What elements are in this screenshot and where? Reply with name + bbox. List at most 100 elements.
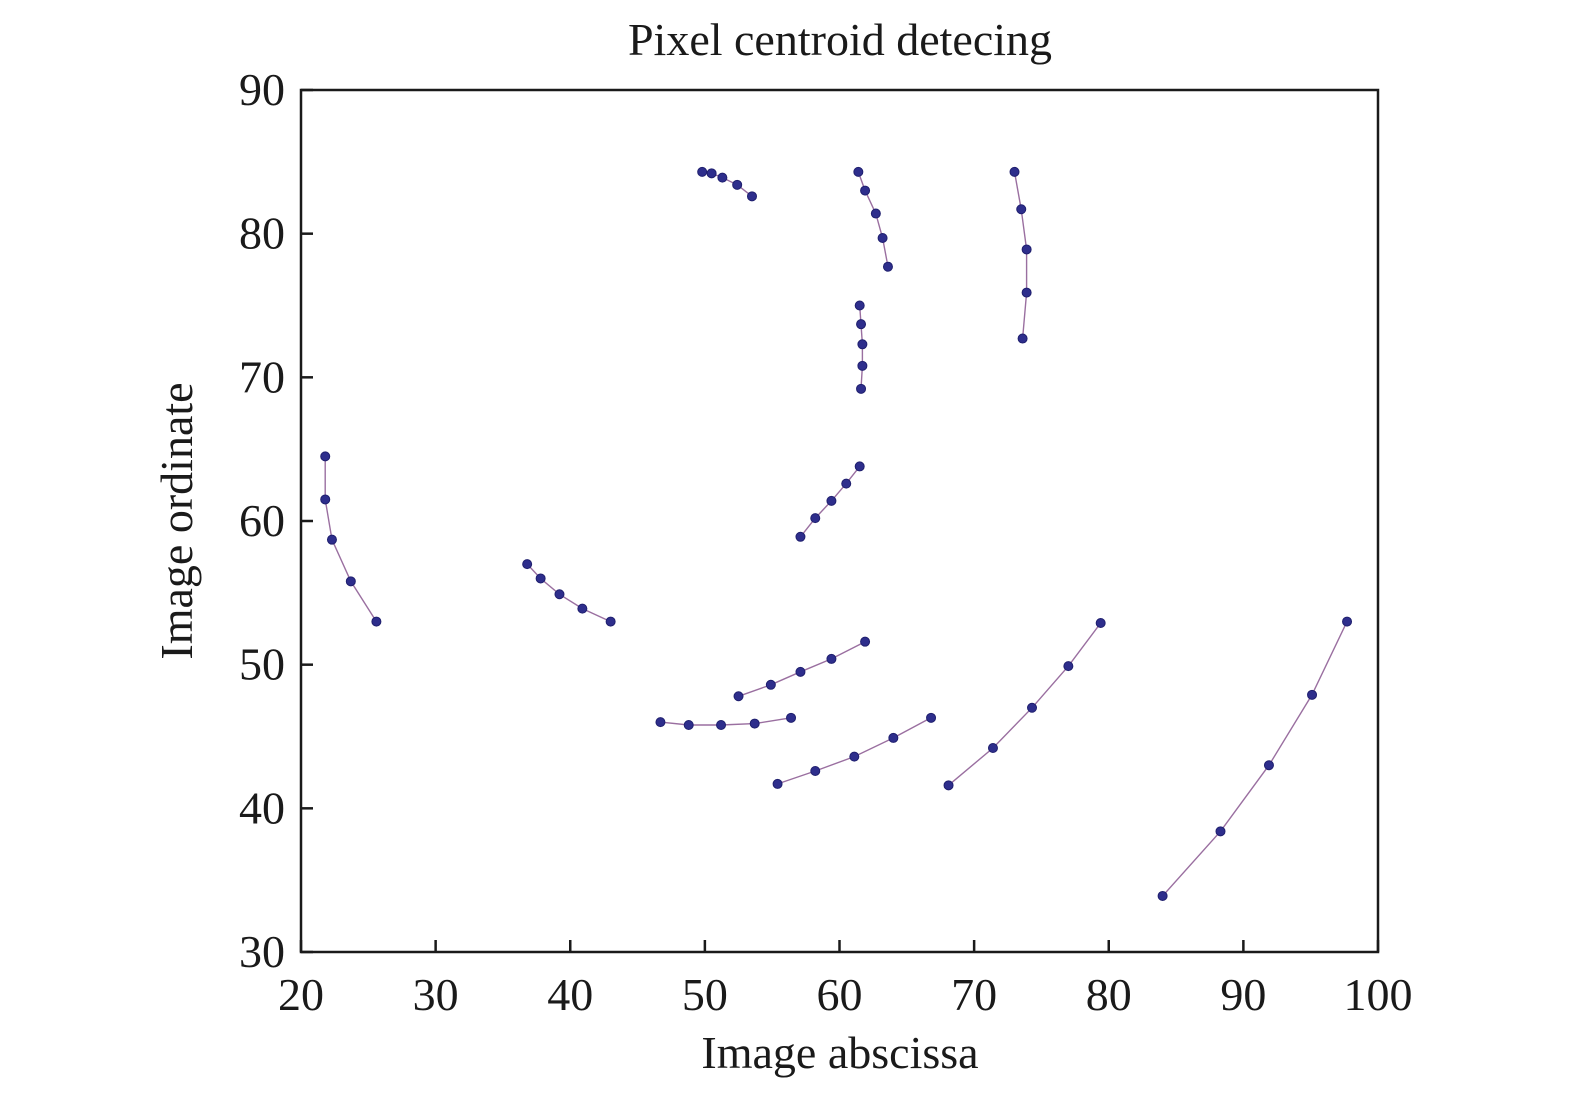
data-point bbox=[826, 653, 837, 664]
x-tick-label: 40 bbox=[547, 969, 593, 1020]
data-point bbox=[856, 383, 867, 394]
data-series bbox=[795, 461, 865, 542]
data-point bbox=[849, 751, 860, 762]
data-point bbox=[772, 778, 783, 789]
chart-title: Pixel centroid detecing bbox=[628, 14, 1052, 65]
x-tick-label: 80 bbox=[1086, 969, 1132, 1020]
x-tick-label: 90 bbox=[1220, 969, 1266, 1020]
data-point bbox=[320, 494, 331, 505]
data-series-group bbox=[320, 166, 1353, 901]
series-line bbox=[948, 622, 1102, 786]
data-series bbox=[943, 618, 1106, 791]
data-point bbox=[857, 339, 868, 350]
series-line bbox=[857, 171, 889, 267]
data-point bbox=[810, 513, 821, 524]
x-axis-label: Image abscissa bbox=[701, 1027, 978, 1078]
y-tick-label: 80 bbox=[239, 208, 285, 259]
data-point bbox=[522, 559, 533, 570]
data-point bbox=[320, 451, 331, 462]
data-point bbox=[746, 191, 757, 202]
data-point bbox=[856, 319, 867, 330]
series-line bbox=[777, 717, 932, 785]
x-tick-label: 60 bbox=[817, 969, 863, 1020]
data-point bbox=[1017, 333, 1028, 344]
data-point bbox=[810, 765, 821, 776]
data-series bbox=[655, 712, 797, 731]
data-point bbox=[1342, 616, 1353, 627]
series-line bbox=[1162, 621, 1348, 897]
data-point bbox=[577, 603, 588, 614]
data-point bbox=[1021, 244, 1032, 255]
y-tick-label: 40 bbox=[239, 782, 285, 833]
data-point bbox=[326, 534, 337, 545]
y-tick-label: 30 bbox=[239, 926, 285, 977]
data-point bbox=[1063, 661, 1074, 672]
series-line bbox=[526, 563, 611, 623]
x-tick-label: 50 bbox=[682, 969, 728, 1020]
data-point bbox=[1215, 826, 1226, 837]
data-point bbox=[554, 589, 565, 600]
data-point bbox=[870, 208, 881, 219]
y-tick-label: 90 bbox=[239, 64, 285, 115]
data-point bbox=[877, 232, 888, 243]
data-point bbox=[605, 616, 616, 627]
data-point bbox=[697, 166, 708, 177]
data-point bbox=[683, 720, 694, 731]
data-point bbox=[371, 616, 382, 627]
data-series bbox=[733, 636, 871, 702]
series-line bbox=[1013, 171, 1028, 339]
data-point bbox=[1263, 760, 1274, 771]
y-tick-label: 50 bbox=[239, 639, 285, 690]
plot-area-frame bbox=[299, 88, 1380, 954]
data-point bbox=[1095, 618, 1106, 629]
data-point bbox=[987, 742, 998, 753]
data-series bbox=[320, 451, 382, 627]
data-series bbox=[1009, 166, 1032, 344]
data-point bbox=[732, 179, 743, 190]
data-point bbox=[706, 168, 717, 179]
data-point bbox=[795, 666, 806, 677]
data-point bbox=[826, 495, 837, 506]
data-point bbox=[733, 691, 744, 702]
data-point bbox=[860, 636, 871, 647]
data-point bbox=[853, 166, 864, 177]
data-point bbox=[926, 712, 937, 723]
data-point bbox=[345, 576, 356, 587]
data-point bbox=[1157, 890, 1168, 901]
data-point bbox=[717, 172, 728, 183]
data-point bbox=[1027, 702, 1038, 713]
data-point bbox=[1021, 287, 1032, 298]
data-point bbox=[795, 531, 806, 542]
data-point bbox=[1307, 689, 1318, 700]
data-series bbox=[697, 166, 757, 202]
data-series bbox=[772, 712, 937, 789]
data-point bbox=[841, 478, 852, 489]
data-point bbox=[1016, 204, 1027, 215]
x-axis: 20 30 40 50 60 70 80 90 100 bbox=[278, 940, 1413, 1020]
data-point bbox=[716, 720, 727, 731]
data-series bbox=[853, 166, 893, 272]
data-point bbox=[854, 461, 865, 472]
data-point bbox=[765, 679, 776, 690]
y-axis-label: Image ordinate bbox=[151, 382, 202, 659]
y-tick-label: 70 bbox=[239, 351, 285, 402]
data-point bbox=[882, 261, 893, 272]
data-series bbox=[854, 300, 868, 394]
data-point bbox=[888, 732, 899, 743]
data-point bbox=[860, 185, 871, 196]
data-series bbox=[1157, 616, 1353, 901]
x-tick-label: 20 bbox=[278, 969, 324, 1020]
data-point bbox=[535, 573, 546, 584]
data-point bbox=[786, 712, 797, 723]
x-tick-label: 100 bbox=[1344, 969, 1413, 1020]
data-point bbox=[854, 300, 865, 311]
x-tick-label: 70 bbox=[951, 969, 997, 1020]
data-point bbox=[857, 360, 868, 371]
x-tick-label: 30 bbox=[413, 969, 459, 1020]
y-tick-label: 60 bbox=[239, 495, 285, 546]
data-point bbox=[655, 717, 666, 728]
data-point bbox=[1009, 166, 1020, 177]
data-point bbox=[749, 718, 760, 729]
